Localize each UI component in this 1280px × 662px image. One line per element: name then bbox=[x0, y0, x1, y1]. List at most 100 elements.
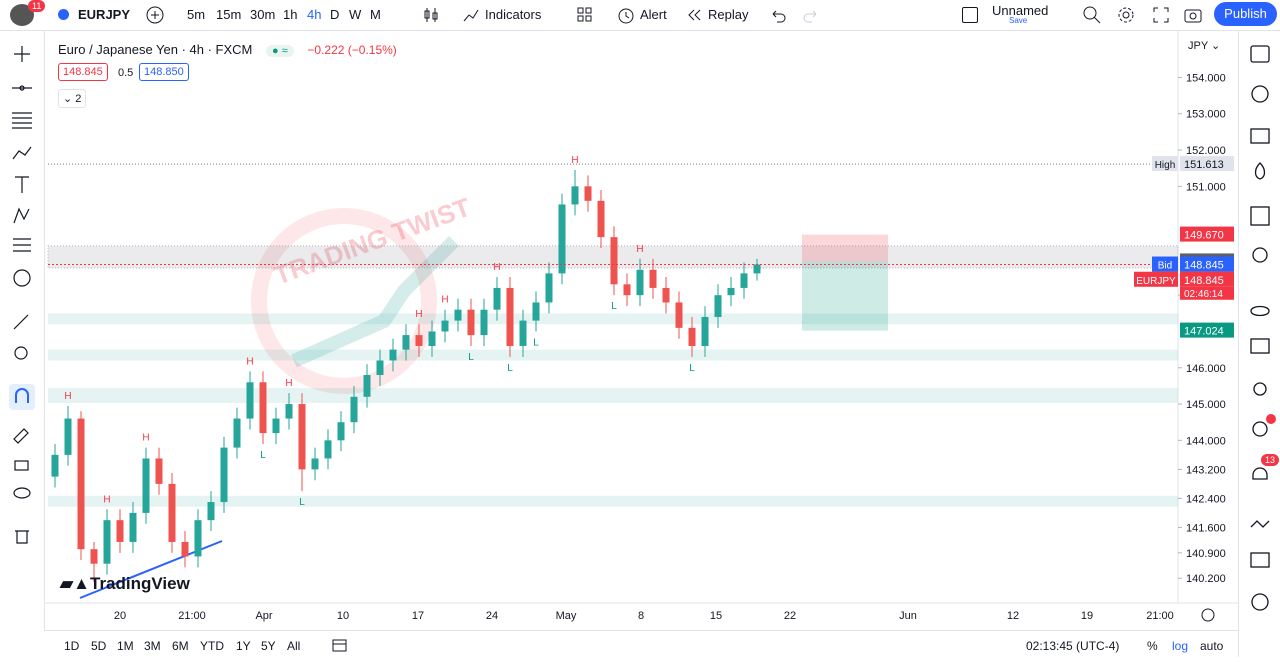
pivot-label: L bbox=[468, 352, 474, 363]
ideas[interactable] bbox=[1252, 247, 1268, 263]
range-button[interactable]: 5D bbox=[91, 639, 107, 653]
last-value: 148.845 bbox=[1184, 275, 1224, 287]
interval[interactable]: M bbox=[370, 7, 381, 22]
y-tick-label: 152.000 bbox=[1186, 145, 1226, 157]
emoji-tool[interactable] bbox=[13, 269, 31, 287]
alerts-clock[interactable] bbox=[1251, 85, 1269, 103]
ruler-tool[interactable] bbox=[13, 314, 29, 330]
delete-icon[interactable] bbox=[15, 530, 29, 544]
measure-tool[interactable] bbox=[13, 238, 31, 252]
crosshair-tool[interactable] bbox=[14, 46, 30, 62]
data-window[interactable] bbox=[1250, 128, 1270, 144]
y-tick-label: 140.900 bbox=[1186, 548, 1226, 560]
symbol[interactable]: EURJPY bbox=[78, 7, 131, 22]
candle-body bbox=[155, 458, 163, 484]
candle-body bbox=[701, 316, 709, 346]
interval[interactable]: W bbox=[349, 7, 362, 22]
market-status[interactable]: ● ≈ bbox=[266, 45, 294, 57]
fib-tool[interactable] bbox=[12, 112, 32, 129]
zoom-tool[interactable] bbox=[14, 346, 28, 360]
logo-watermark: TRADING TWIST bbox=[270, 192, 474, 291]
range-button[interactable]: All bbox=[287, 639, 301, 653]
currency[interactable]: JPY ⌄ bbox=[1188, 40, 1221, 52]
candle-body bbox=[311, 458, 319, 470]
range-button[interactable]: 1M bbox=[117, 639, 134, 653]
pattern-tool[interactable] bbox=[12, 146, 32, 160]
range-button[interactable]: 1Y bbox=[236, 639, 251, 653]
undo[interactable] bbox=[770, 7, 786, 23]
y-tick-label: 151.000 bbox=[1186, 181, 1226, 193]
magnet-active[interactable] bbox=[9, 384, 35, 410]
range-button[interactable]: 5Y bbox=[261, 639, 276, 653]
broadcast[interactable] bbox=[1252, 421, 1268, 437]
range-button[interactable]: 1D bbox=[64, 639, 80, 653]
notifications[interactable] bbox=[1252, 467, 1268, 480]
lock-drawings[interactable] bbox=[13, 428, 29, 444]
layout-icon[interactable] bbox=[962, 7, 978, 23]
x-tick-label: Apr bbox=[255, 610, 272, 622]
fullscreen[interactable] bbox=[1151, 5, 1171, 25]
hide-icon[interactable] bbox=[13, 487, 31, 499]
help[interactable] bbox=[1251, 593, 1269, 611]
axis-settings[interactable] bbox=[1201, 608, 1215, 622]
notification-badge: 11 bbox=[28, 0, 46, 12]
candle-body bbox=[545, 273, 553, 303]
alert-button[interactable]: Alert bbox=[640, 7, 667, 22]
x-tick-label: 21:00 bbox=[178, 610, 206, 622]
templates[interactable] bbox=[576, 6, 594, 24]
redo[interactable] bbox=[803, 7, 819, 23]
candle-body bbox=[428, 331, 436, 346]
interval[interactable]: 30m bbox=[250, 7, 276, 22]
settings[interactable] bbox=[1116, 5, 1136, 25]
candle-body bbox=[662, 287, 670, 303]
indicators-toggle[interactable]: ⌄ 2 bbox=[58, 89, 87, 108]
candle-body bbox=[103, 520, 111, 564]
streams[interactable] bbox=[1250, 305, 1270, 317]
watchlist[interactable] bbox=[1250, 45, 1270, 63]
log-toggle[interactable]: log bbox=[1172, 639, 1189, 653]
interval[interactable]: 5m bbox=[187, 7, 206, 22]
percent-toggle[interactable]: % bbox=[1147, 639, 1158, 653]
replay-button[interactable]: Replay bbox=[708, 7, 749, 22]
x-tick-label: 24 bbox=[486, 610, 498, 622]
range-button[interactable]: 3M bbox=[144, 639, 161, 653]
search[interactable] bbox=[1082, 5, 1102, 25]
candle-body bbox=[506, 287, 514, 346]
chart-type[interactable] bbox=[422, 6, 440, 24]
date-range[interactable] bbox=[332, 638, 348, 652]
x-tick-label: 20 bbox=[114, 610, 126, 622]
candle-body bbox=[480, 309, 488, 336]
candle-body bbox=[649, 269, 657, 288]
candle-body bbox=[597, 200, 605, 238]
drawing-toolbar bbox=[0, 31, 45, 631]
publish-button[interactable]: Publish bbox=[1214, 2, 1277, 26]
range-button[interactable]: 6M bbox=[172, 639, 189, 653]
trading-panel[interactable] bbox=[1250, 520, 1270, 528]
add-symbol[interactable] bbox=[145, 5, 165, 25]
range-button[interactable]: YTD bbox=[200, 639, 224, 653]
tv-watermark: TradingView bbox=[90, 574, 191, 593]
interval-active[interactable]: 4h bbox=[307, 7, 322, 22]
indicators-button[interactable]: Indicators bbox=[485, 7, 542, 22]
chats[interactable] bbox=[1250, 338, 1270, 354]
dom[interactable] bbox=[1250, 552, 1270, 568]
tips[interactable] bbox=[1253, 382, 1267, 396]
auto-toggle[interactable]: auto bbox=[1200, 639, 1224, 653]
text-tool[interactable] bbox=[15, 176, 29, 193]
interval[interactable]: 1h bbox=[283, 7, 298, 22]
interval[interactable]: 15m bbox=[216, 7, 242, 22]
clock[interactable]: 02:13:45 (UTC-4) bbox=[1026, 639, 1120, 653]
candle-body bbox=[142, 458, 150, 513]
calendar[interactable] bbox=[1250, 206, 1270, 226]
lock-icon[interactable] bbox=[14, 460, 29, 471]
candle-body bbox=[116, 520, 124, 542]
sell-button[interactable]: 148.845 bbox=[58, 63, 108, 81]
buy-button[interactable]: 148.850 bbox=[139, 63, 189, 81]
snapshot[interactable] bbox=[1183, 5, 1203, 25]
hotlists[interactable] bbox=[1254, 162, 1266, 180]
avatar[interactable] bbox=[10, 4, 34, 26]
layout-name[interactable]: Unnamed bbox=[992, 3, 1049, 18]
pivot-label: H bbox=[415, 309, 422, 320]
prediction-tool[interactable] bbox=[13, 207, 30, 224]
interval[interactable]: D bbox=[330, 7, 340, 22]
